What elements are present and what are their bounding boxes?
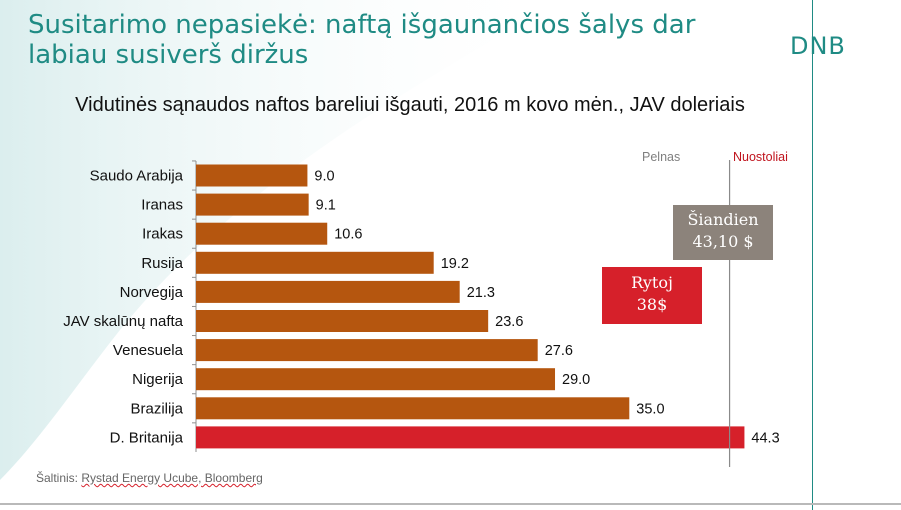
source-prefix: Šaltinis: bbox=[36, 471, 82, 485]
value-label: 27.6 bbox=[545, 343, 573, 359]
value-label: 29.0 bbox=[562, 372, 590, 388]
category-label: D. Britanija bbox=[110, 429, 184, 446]
chart-title: Vidutinės sąnaudos naftos bareliui išgau… bbox=[75, 94, 745, 116]
value-label: 9.0 bbox=[314, 169, 334, 185]
category-label: JAV skalūnų nafta bbox=[63, 313, 183, 330]
dnb-logo: DNB bbox=[790, 32, 846, 60]
today-value: 43,10 $ bbox=[692, 232, 754, 251]
bar-rusija bbox=[196, 251, 434, 274]
bar-d-britanija bbox=[196, 426, 745, 449]
tomorrow-label: Rytoj bbox=[631, 273, 673, 292]
category-label: Norvegija bbox=[120, 284, 184, 301]
tomorrow-value: 38$ bbox=[636, 295, 668, 314]
category-label: Iranas bbox=[141, 197, 183, 214]
bottom-rule bbox=[0, 503, 901, 505]
bar-jav-skal-n-nafta bbox=[196, 310, 489, 332]
value-label: 10.6 bbox=[334, 227, 362, 243]
bar-saudo-arabija bbox=[196, 164, 308, 187]
tomorrow-price-box: Rytoj 38$ bbox=[602, 267, 702, 324]
source-text: Rystad Energy Ucube, Bloomberg bbox=[81, 471, 263, 485]
category-label: Brazilija bbox=[130, 400, 183, 417]
value-label: 9.1 bbox=[316, 198, 336, 214]
category-label: Rusija bbox=[141, 255, 183, 272]
bar-venesuela bbox=[196, 339, 538, 362]
value-label: 21.3 bbox=[467, 285, 495, 301]
profit-label: Pelnas bbox=[642, 150, 681, 164]
today-price-box: Šiandien 43,10 $ bbox=[673, 205, 773, 260]
bar-norvegija bbox=[196, 280, 460, 303]
value-label: 35.0 bbox=[636, 401, 664, 417]
today-label: Šiandien bbox=[687, 210, 759, 229]
logo-divider-line bbox=[812, 0, 813, 510]
bar-irakas bbox=[196, 222, 328, 245]
value-label: 23.6 bbox=[495, 314, 523, 330]
value-label: 44.3 bbox=[751, 430, 779, 446]
category-label: Irakas bbox=[142, 226, 183, 243]
slide-title: Susitarimo nepasiekė: naftą išgaunančios… bbox=[28, 10, 696, 70]
loss-label: Nuostoliai bbox=[733, 150, 788, 164]
category-label: Nigerija bbox=[132, 371, 184, 388]
bar-nigerija bbox=[196, 368, 556, 391]
bar-iranas bbox=[196, 193, 309, 216]
category-label: Saudo Arabija bbox=[90, 168, 184, 185]
value-label: 19.2 bbox=[441, 256, 469, 272]
bar-brazilija bbox=[196, 397, 630, 420]
source-note: Šaltinis: Rystad Energy Ucube, Bloomberg bbox=[36, 471, 263, 485]
category-label: Venesuela bbox=[113, 342, 184, 359]
